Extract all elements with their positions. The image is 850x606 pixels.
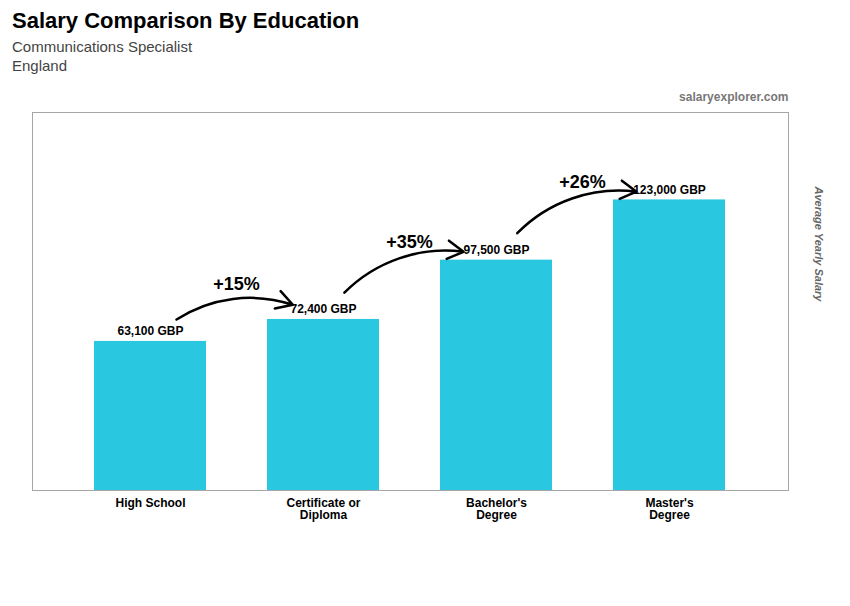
svg-text:97,500 GBP: 97,500 GBP [463, 243, 529, 257]
svg-text:72,400 GBP: 72,400 GBP [290, 302, 356, 316]
html-text:Salary Comparison By Education: Salary Comparison By Education [12, 8, 360, 33]
svg-text:63,100 GBP: 63,100 GBP [117, 324, 183, 338]
svg-text:Bachelor'sDegree: Bachelor'sDegree [466, 496, 527, 522]
html-text:Communications Specialist: Communications Specialist [12, 38, 193, 55]
svg-text:+26%: +26% [559, 172, 606, 192]
svg-text:+35%: +35% [386, 232, 433, 252]
html-text:England: England [12, 57, 68, 74]
svg-text:+15%: +15% [213, 274, 260, 294]
svg-text:salaryexplorer.com: salaryexplorer.com [679, 90, 788, 104]
svg-text:Certificate orDiploma: Certificate orDiploma [286, 496, 360, 522]
svg-text:Master'sDegree: Master'sDegree [645, 496, 694, 522]
svg-text:High School: High School [116, 496, 186, 510]
svg-text:123,000 GBP: 123,000 GBP [633, 183, 706, 197]
svg-text:Average Yearly Salary: Average Yearly Salary [813, 186, 825, 303]
